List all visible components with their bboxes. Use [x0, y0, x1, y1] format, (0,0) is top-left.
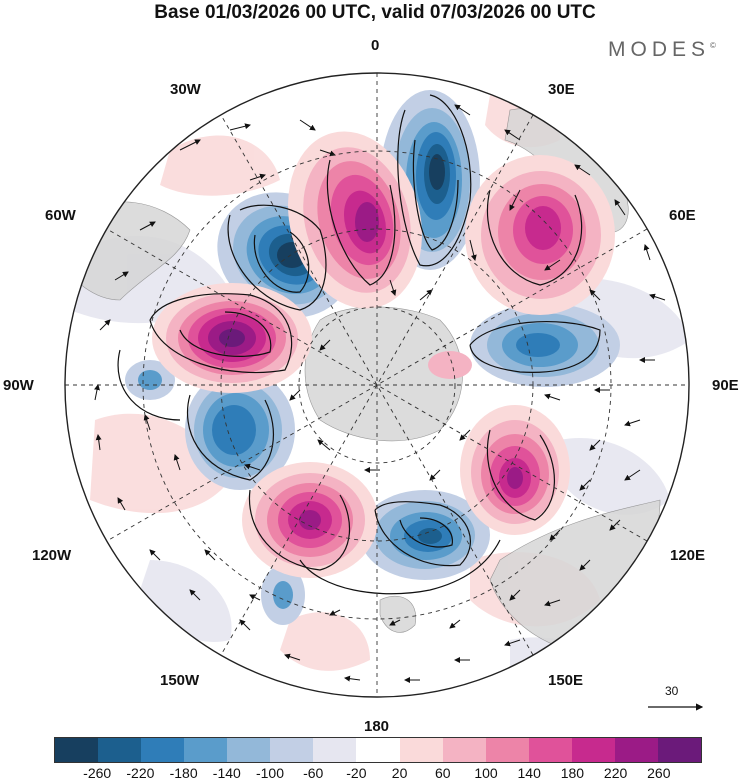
label-lon-90e: 90E	[712, 377, 739, 394]
map-boundary	[64, 72, 690, 698]
label-lon-60w: 60W	[45, 207, 76, 224]
colorbar-swatch	[313, 738, 357, 762]
high-south-west	[242, 462, 378, 578]
height-contours	[117, 94, 601, 595]
label-lon-150e: 150E	[548, 672, 584, 689]
colorbar-swatch	[270, 738, 314, 762]
label-lon-30w: 30W	[170, 81, 201, 98]
colorbar-swatch	[399, 738, 443, 762]
map-disk	[65, 73, 689, 697]
high-east	[460, 405, 570, 535]
high-north-east	[465, 155, 615, 315]
brand-text: MODES	[608, 38, 711, 61]
colorbar-tick-label: 260	[647, 765, 671, 781]
colorbar-tick-label: 220	[603, 765, 628, 781]
colorbar	[54, 737, 702, 763]
positive-anomalies	[152, 131, 615, 578]
wind-vectors	[94, 104, 666, 683]
label-lon-90w: 90W	[3, 377, 34, 394]
colorbar-tick-label: -60	[303, 765, 324, 781]
graticule	[65, 73, 689, 697]
low-east	[470, 303, 620, 387]
colorbar-swatch	[528, 738, 572, 762]
colorbar-swatch	[98, 738, 142, 762]
label-lon-180: 180	[364, 718, 390, 735]
label-lon-30e: 30E	[548, 81, 575, 98]
colorbar-tick-label: -180	[169, 765, 198, 781]
colorbar-swatch	[485, 738, 529, 762]
high-west	[152, 283, 312, 393]
colorbar-tick-label: 60	[435, 765, 451, 781]
colorbar-swatch	[227, 738, 271, 762]
colorbar-swatch	[184, 738, 228, 762]
modes-logo: MODES©	[608, 34, 716, 62]
map-title: Base 01/03/2026 00 UTC, valid 07/03/2026…	[154, 2, 596, 23]
colorbar-swatch	[55, 738, 99, 762]
colorbar-tick-label: 140	[517, 765, 541, 781]
colorbar-swatch	[614, 738, 658, 762]
colorbar-tick-label: 100	[474, 765, 498, 781]
label-lon-0: 0	[371, 37, 380, 54]
colorbar-tick-label: -100	[255, 765, 285, 781]
colorbar-tick-label: 20	[391, 765, 408, 781]
colorbar-tick-label: 180	[560, 765, 585, 781]
colorbar-ticks: -260 -220 -180 -140 -100 -60 -20 20 60 100 140 180 2…	[0, 765, 750, 783]
label-lon-120w: 120W	[32, 547, 72, 564]
colorbar-swatch	[356, 738, 400, 762]
label-lon-120e: 120E	[670, 547, 706, 564]
colorbar-swatch	[657, 738, 701, 762]
colorbar-tick-label: -260	[83, 765, 112, 781]
low-south	[360, 490, 490, 580]
brand-mark: ©	[710, 41, 716, 50]
vector-scale-label: 30	[665, 684, 679, 698]
label-lon-60e: 60E	[669, 207, 696, 224]
colorbar-swatch	[141, 738, 185, 762]
colorbar-tick-label: -220	[126, 765, 155, 781]
colorbar-swatch	[571, 738, 615, 762]
colorbar-swatch	[442, 738, 486, 762]
polar-map	[64, 72, 704, 711]
colorbar-tick-label: -20	[346, 765, 367, 781]
low-west	[185, 370, 295, 490]
low-small-south-west	[261, 565, 305, 625]
high-small-center	[428, 351, 472, 379]
label-lon-150w: 150W	[160, 672, 200, 689]
colorbar-tick-label: -140	[212, 765, 241, 781]
